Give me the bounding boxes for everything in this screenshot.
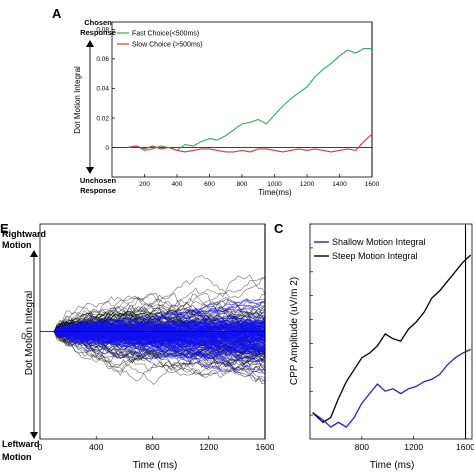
panel-c-x-axis: 800 1200 1600 [355, 436, 474, 452]
panel-a-legend-slow: Slow Choice (>500ms) [132, 42, 203, 49]
panel-c-plot-frame [309, 223, 473, 440]
panel-b-bottom-cat-2: Motion [2, 452, 32, 462]
panel-a-top-cat-2: Response [80, 28, 116, 37]
panel-a-legend: Fast Choice(<500ms) Slow Choice (>500ms) [117, 31, 203, 49]
panel-c-series-1 [312, 254, 472, 424]
panel-a-up-arrowhead [86, 40, 94, 47]
panel-c-ylabel: CPP Amplitude (uV/m 2) [289, 277, 300, 385]
panel-b-bottom-cat-1: Leftward [2, 439, 40, 449]
panel-c-xtick-label: 1200 [404, 442, 423, 452]
panel-b-top-cat-2: Motion [2, 240, 32, 250]
panel-b-label: E [0, 221, 9, 236]
trial-trace [53, 327, 266, 360]
panel-a-top-cat-1: Chosen [84, 18, 112, 27]
panel-b-down-arrowhead [30, 432, 38, 439]
panel-a-series-1 [128, 133, 373, 153]
panel-a-xtick-label: 1400 [332, 181, 347, 188]
panel-a-xtick-label: 400 [172, 181, 183, 188]
panel-b: E 0 400 800 1200 1600 Time (ms) Dot Motion I… [0, 221, 275, 471]
panel-a-xtick-label: 200 [139, 181, 150, 188]
panel-b-ylabel: Dot Motion Integral [24, 291, 35, 376]
panel-a-ylabel: Dot Motion Integral [73, 66, 82, 134]
panel-c-legend-shallow: Shallow Motion Integral [332, 237, 426, 247]
panel-a-bottom-cat-2: Response [80, 186, 116, 195]
panel-a-series-0 [128, 48, 372, 152]
panel-b-xtick-label: 400 [89, 442, 103, 452]
panel-a-xtick-label: 1200 [300, 181, 315, 188]
panel-b-up-arrowhead [30, 250, 38, 257]
trial-trace [53, 326, 266, 343]
panel-a-label: A [52, 6, 62, 21]
panel-a-ytick-label: 0.04 [96, 86, 109, 93]
trial-trace [53, 305, 266, 334]
panel-a-ytick-label: 0.02 [96, 115, 109, 122]
trial-trace [53, 325, 266, 385]
trial-trace [53, 317, 266, 333]
trial-trace [53, 331, 266, 359]
panel-b-x-axis: 0 400 800 1200 1600 [38, 436, 275, 452]
panel-a-legend-fast: Fast Choice(<500ms) [132, 31, 199, 38]
trial-trace [53, 325, 266, 344]
panel-a-xtick-label: 600 [204, 181, 215, 188]
panel-a-x-axis: 200 400 600 800 1000 1200 1400 1600 [139, 174, 380, 188]
trial-trace [53, 327, 266, 349]
panel-b-xtick-label: 1200 [199, 442, 218, 452]
panel-a-xtick-label: 1600 [365, 181, 380, 188]
panel-c: C 800 1200 1600 Time (ms) CPP Amplitude (u… [274, 221, 474, 471]
panel-c-legend-steep: Steep Motion Integral [332, 251, 418, 261]
trial-trace [54, 319, 266, 334]
trial-trace [53, 331, 266, 366]
panel-c-y-axis [310, 223, 313, 416]
panel-c-xtick-label: 800 [355, 442, 369, 452]
panel-c-series-0 [312, 348, 471, 428]
panel-b-xtick-label: 800 [145, 442, 159, 452]
panel-a-ytick-label: 0.08 [96, 27, 109, 34]
trial-trace [53, 311, 266, 334]
trial-trace [53, 331, 266, 385]
panel-a-y-axis: 0 0.02 0.04 0.06 0.08 [96, 27, 115, 152]
panel-a-xtick-label: 800 [237, 181, 248, 188]
panel-a-bottom-cat-1: Unchosen [80, 176, 117, 185]
trial-trace [53, 298, 266, 332]
panel-a-ytick-label: 0.06 [96, 56, 109, 63]
panel-c-xlabel: Time (ms) [370, 460, 415, 471]
panel-a-ytick-label: 0 [105, 145, 109, 152]
panel-a-xtick-label: 1000 [267, 181, 282, 188]
panel-c-legend: Shallow Motion Integral Steep Motion Int… [314, 237, 426, 261]
trial-trace [54, 324, 266, 346]
panel-b-top-cat-1: Rightward [2, 229, 46, 239]
trial-trace [53, 330, 266, 356]
panel-c-label: C [274, 221, 284, 236]
trial-trace [54, 329, 266, 353]
panel-a-xlabel: Time(ms) [258, 188, 292, 197]
panel-b-xtick-label: 0 [38, 442, 43, 452]
panel-b-xtick-label: 1600 [256, 442, 275, 452]
panel-c-xtick-label: 1600 [456, 442, 474, 452]
panel-b-ytick-0: 0 [21, 331, 26, 341]
panel-b-xlabel: Time (ms) [133, 460, 178, 471]
panel-a: A 200 400 600 800 1000 1200 1400 1600 0 0.02 0.04… [52, 6, 380, 197]
trial-trace [53, 331, 266, 373]
panel-a-down-arrowhead [86, 167, 94, 174]
